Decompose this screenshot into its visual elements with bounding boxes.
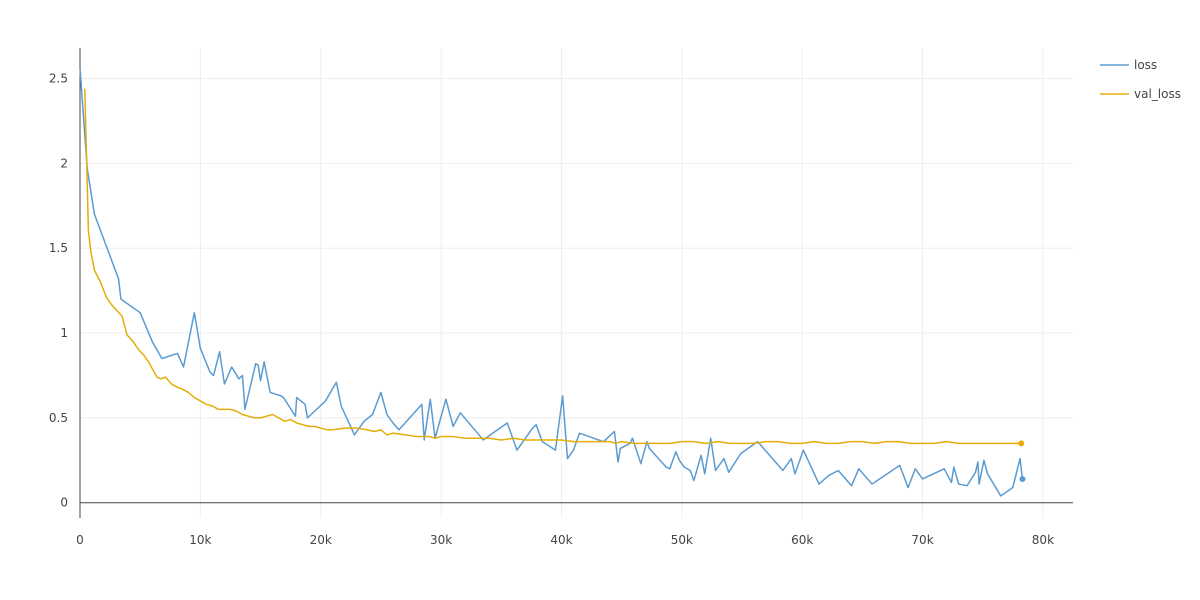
legend-item-val_loss[interactable]: val_loss xyxy=(1100,87,1181,101)
grid xyxy=(80,48,1073,518)
y-tick-label: 2.5 xyxy=(49,72,68,86)
series-end-point-val_loss xyxy=(1018,440,1025,447)
series-line-loss xyxy=(79,68,1024,497)
x-tick-label: 60k xyxy=(791,533,813,547)
x-tick-label: 80k xyxy=(1032,533,1054,547)
x-tick-label: 30k xyxy=(430,533,452,547)
y-tick-label: 1 xyxy=(60,326,68,340)
x-tick-label: 70k xyxy=(911,533,933,547)
x-axis-ticks: 0 10k 20k 30k 40k 50k 60k 70k 80k xyxy=(76,533,1054,547)
x-tick-label: 50k xyxy=(671,533,693,547)
series-loss xyxy=(79,68,1026,497)
y-tick-label: 0.5 xyxy=(49,411,68,425)
y-tick-label: 1.5 xyxy=(49,241,68,255)
series-val_loss xyxy=(84,88,1025,447)
legend[interactable]: loss val_loss xyxy=(1100,58,1181,101)
legend-item-loss[interactable]: loss xyxy=(1100,58,1157,72)
y-axis-ticks: 0 0.5 1 1.5 2 2.5 xyxy=(49,72,68,510)
y-tick-label: 0 xyxy=(60,496,68,510)
legend-label: loss xyxy=(1134,58,1157,72)
y-tick-label: 2 xyxy=(60,156,68,170)
series-end-point-loss xyxy=(1019,475,1026,482)
series xyxy=(79,68,1026,497)
legend-label: val_loss xyxy=(1134,87,1181,101)
x-tick-label: 40k xyxy=(550,533,572,547)
x-tick-label: 20k xyxy=(310,533,332,547)
series-line-val_loss xyxy=(84,88,1022,445)
x-tick-label: 0 xyxy=(76,533,84,547)
x-tick-label: 10k xyxy=(189,533,211,547)
axes xyxy=(79,48,1073,518)
